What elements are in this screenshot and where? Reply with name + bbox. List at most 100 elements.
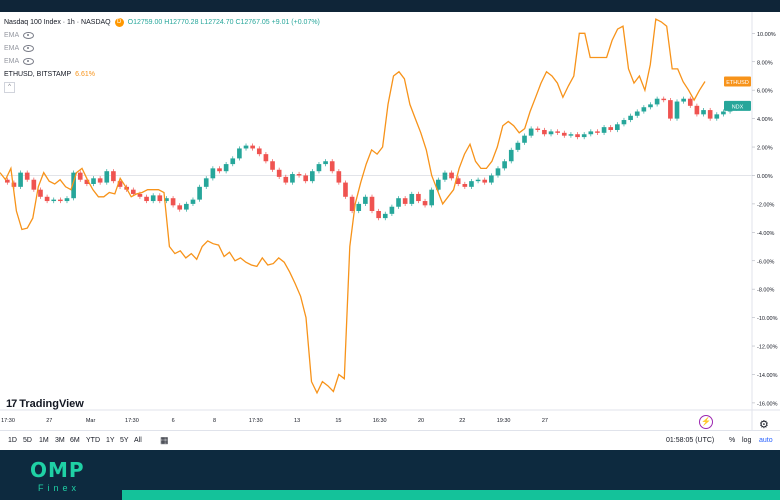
ndx-candle bbox=[144, 196, 149, 202]
ndx-candle bbox=[707, 110, 713, 119]
clock-time[interactable]: 01:58:05 (UTC) bbox=[666, 437, 715, 444]
ndx-candle bbox=[628, 115, 633, 121]
ndx-candle bbox=[263, 154, 269, 162]
ndx-candle bbox=[482, 179, 488, 183]
lightning-icon[interactable]: ⚡ bbox=[699, 415, 713, 429]
ndx-candle bbox=[91, 178, 96, 184]
ema-row-3[interactable]: EMA bbox=[4, 55, 320, 68]
ndx-candle bbox=[329, 161, 335, 172]
ndx-candle bbox=[608, 127, 614, 130]
timeframe-3m-button[interactable]: 3M bbox=[55, 437, 65, 444]
ndx-candle bbox=[648, 104, 653, 108]
x-tick-label: 17:30 bbox=[125, 418, 139, 424]
ndx-candle bbox=[164, 198, 169, 202]
ndx-candle bbox=[31, 179, 37, 190]
ndx-candle bbox=[548, 131, 554, 135]
x-tick-label: 15 bbox=[335, 418, 341, 424]
y-tick-label: -2.00% bbox=[757, 202, 775, 208]
ema-row-2[interactable]: EMA bbox=[4, 42, 320, 55]
tradingview-wordmark: TradingView bbox=[19, 398, 84, 410]
y-tick-label: 4.00% bbox=[757, 117, 773, 123]
ndx-candle bbox=[721, 111, 726, 115]
ndx-candle bbox=[84, 179, 90, 184]
ndx-candle bbox=[150, 195, 156, 202]
ndx-candle bbox=[190, 199, 196, 204]
timeframe-5y-button[interactable]: 5Y bbox=[120, 437, 129, 444]
auto-toggle[interactable]: auto bbox=[759, 437, 773, 444]
ndx-candle bbox=[535, 128, 541, 130]
ndx-candle bbox=[601, 127, 607, 133]
compare-value: 6.61% bbox=[75, 71, 96, 78]
timeframe-5d-button[interactable]: 5D bbox=[23, 437, 32, 444]
percent-toggle[interactable]: % bbox=[729, 437, 736, 444]
y-tick-label: -14.00% bbox=[757, 373, 778, 379]
ndx-candle bbox=[555, 131, 560, 133]
ndx-candle bbox=[661, 98, 667, 101]
timeframe-1y-button[interactable]: 1Y bbox=[106, 437, 115, 444]
hidden-eye-icon[interactable] bbox=[23, 32, 35, 39]
chart-area[interactable]: 10.00% 8.00% 6.00% 4.00% 2.00% 0.00% -2.00% -4.… bbox=[0, 12, 780, 431]
ndx-candle bbox=[714, 114, 720, 119]
ema-label: EMA bbox=[4, 32, 20, 39]
chart-legend: Nasdaq 100 Index · 1h · NASDAQ D O12759.… bbox=[4, 16, 320, 94]
ndx-candle bbox=[522, 135, 527, 143]
ndx-candle bbox=[396, 198, 401, 207]
x-tick-label: Mar bbox=[86, 418, 96, 424]
ndx-candle bbox=[184, 203, 189, 210]
calendar-range-icon[interactable]: ▦ bbox=[160, 435, 169, 445]
ndx-price-tag-box bbox=[724, 100, 751, 111]
legend-main-row[interactable]: Nasdaq 100 Index · 1h · NASDAQ D O12759.… bbox=[4, 16, 320, 29]
comparison-chart[interactable]: 10.00% 8.00% 6.00% 4.00% 2.00% 0.00% -2.00% -4.… bbox=[0, 12, 780, 430]
ndx-candle bbox=[654, 98, 660, 105]
ndx-candle bbox=[588, 131, 594, 135]
tradingview-logo[interactable]: 17 TradingView bbox=[6, 398, 84, 410]
compare-row[interactable]: ETHUSD, BITSTAMP 6.61% bbox=[4, 68, 320, 81]
compare-symbol: ETHUSD, BITSTAMP bbox=[4, 71, 72, 78]
ema-row-1[interactable]: EMA bbox=[4, 29, 320, 42]
timeframe-all-button[interactable]: All bbox=[134, 437, 142, 444]
ndx-candle bbox=[111, 171, 116, 182]
log-toggle[interactable]: log bbox=[742, 437, 752, 444]
ndx-candle bbox=[210, 168, 216, 179]
ndx-candle bbox=[568, 134, 574, 136]
ndx-candle bbox=[77, 172, 83, 180]
ndx-candle bbox=[276, 169, 282, 177]
symbol-title[interactable]: Nasdaq 100 Index · 1h · NASDAQ bbox=[4, 19, 111, 26]
ndx-candle bbox=[343, 182, 348, 197]
ndx-candle bbox=[469, 181, 474, 187]
y-tick-label: 6.00% bbox=[757, 89, 773, 95]
timeframe-ytd-button[interactable]: YTD bbox=[86, 437, 100, 444]
brand-logo-text: OMP bbox=[30, 458, 85, 482]
chevron-up-icon[interactable]: ^ bbox=[4, 82, 15, 93]
timeframe-1m-button[interactable]: 1M bbox=[39, 437, 49, 444]
y-tick-label: -12.00% bbox=[757, 345, 778, 351]
ndx-candle bbox=[489, 175, 494, 183]
ndx-candle bbox=[117, 181, 123, 187]
timeframe-1d-button[interactable]: 1D bbox=[8, 437, 17, 444]
ndx-candle bbox=[283, 176, 289, 183]
ema-label: EMA bbox=[4, 58, 20, 65]
ndx-candle bbox=[455, 178, 461, 184]
ndx-price-tag: NDX bbox=[732, 104, 744, 110]
x-tick-label: 17:30 bbox=[1, 418, 15, 424]
hidden-eye-icon[interactable] bbox=[23, 58, 35, 65]
ndx-candle bbox=[296, 174, 302, 176]
timeframe-6m-button[interactable]: 6M bbox=[70, 437, 80, 444]
ndx-candle bbox=[51, 199, 57, 202]
x-tick-label: 20 bbox=[418, 418, 424, 424]
ndx-candle bbox=[694, 105, 700, 115]
collapse-row[interactable]: ^ bbox=[4, 81, 320, 94]
y-tick-label: 2.00% bbox=[757, 146, 773, 152]
session-badge: D bbox=[114, 18, 124, 27]
ndx-candle bbox=[270, 161, 275, 170]
y-tick-label: -16.00% bbox=[757, 401, 778, 407]
ndx-candle bbox=[58, 199, 63, 202]
ndx-candle bbox=[349, 196, 355, 211]
hidden-eye-icon[interactable] bbox=[23, 45, 35, 52]
gear-icon[interactable]: ⚙ bbox=[759, 419, 769, 431]
x-tick-label: 16:30 bbox=[373, 418, 387, 424]
ndx-candle bbox=[97, 178, 103, 183]
ndx-candle bbox=[542, 129, 547, 135]
x-tick-label: 27 bbox=[46, 418, 52, 424]
ndx-candle bbox=[250, 145, 255, 149]
